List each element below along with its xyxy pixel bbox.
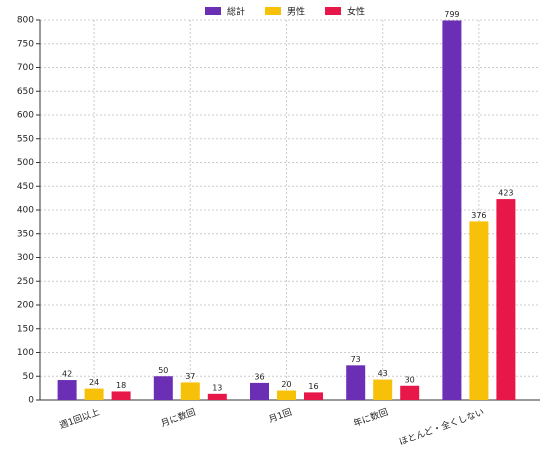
bar — [442, 20, 462, 400]
y-tick-label: 350 — [17, 229, 34, 239]
data-label: 73 — [351, 355, 361, 364]
data-label: 50 — [158, 366, 168, 375]
data-label: 24 — [89, 378, 99, 387]
data-label: 37 — [185, 372, 195, 381]
y-tick-label: 500 — [17, 158, 34, 168]
y-tick-label: 550 — [17, 134, 34, 144]
legend-label: 女性 — [347, 6, 365, 18]
y-tick-label: 200 — [17, 301, 34, 311]
y-tick-label: 400 — [17, 206, 34, 216]
y-tick-label: 300 — [17, 253, 34, 263]
bar — [84, 388, 104, 400]
y-tick-label: 50 — [23, 372, 35, 382]
data-label: 18 — [116, 381, 126, 390]
bar — [180, 382, 200, 400]
x-tick-label: 月に数回 — [159, 406, 197, 430]
y-tick-label: 600 — [17, 111, 34, 121]
y-tick-label: 100 — [17, 348, 34, 358]
data-label: 799 — [444, 10, 459, 19]
y-tick-label: 700 — [17, 63, 34, 73]
data-label: 42 — [62, 370, 72, 379]
data-label: 16 — [308, 382, 318, 391]
x-tick-label: ほとんど・全くしない — [397, 406, 485, 448]
data-label: 30 — [405, 375, 415, 384]
y-tick-label: 0 — [28, 396, 34, 406]
bar — [277, 390, 296, 400]
bar — [153, 376, 173, 400]
x-tick-label: 週1回以上 — [58, 407, 101, 432]
legend-swatch — [325, 7, 341, 15]
data-label: 13 — [212, 383, 222, 392]
bar — [304, 392, 323, 400]
bar — [469, 221, 489, 400]
data-label: 376 — [471, 211, 486, 220]
x-tick-label: 月1回 — [267, 407, 293, 425]
legend-label: 総計 — [227, 6, 245, 18]
y-tick-label: 750 — [17, 39, 34, 49]
y-tick-label: 450 — [17, 182, 34, 192]
data-label: 423 — [498, 189, 513, 198]
bar — [346, 365, 366, 400]
legend-swatch — [265, 7, 281, 15]
bar — [207, 393, 227, 400]
legend-swatch — [205, 7, 221, 15]
y-tick-label: 250 — [17, 277, 34, 287]
data-label: 43 — [378, 369, 388, 378]
bar — [111, 391, 131, 400]
y-tick-label: 150 — [17, 324, 34, 334]
data-label: 20 — [281, 380, 291, 389]
bar — [373, 379, 393, 400]
bar — [250, 382, 269, 400]
legend-label: 男性 — [287, 6, 305, 18]
y-tick-label: 800 — [17, 16, 34, 26]
bar — [57, 380, 77, 400]
x-tick-label: 年に数回 — [352, 406, 390, 430]
bar — [496, 199, 516, 400]
data-label: 36 — [254, 372, 264, 381]
y-tick-label: 650 — [17, 87, 34, 97]
bar — [400, 385, 420, 400]
